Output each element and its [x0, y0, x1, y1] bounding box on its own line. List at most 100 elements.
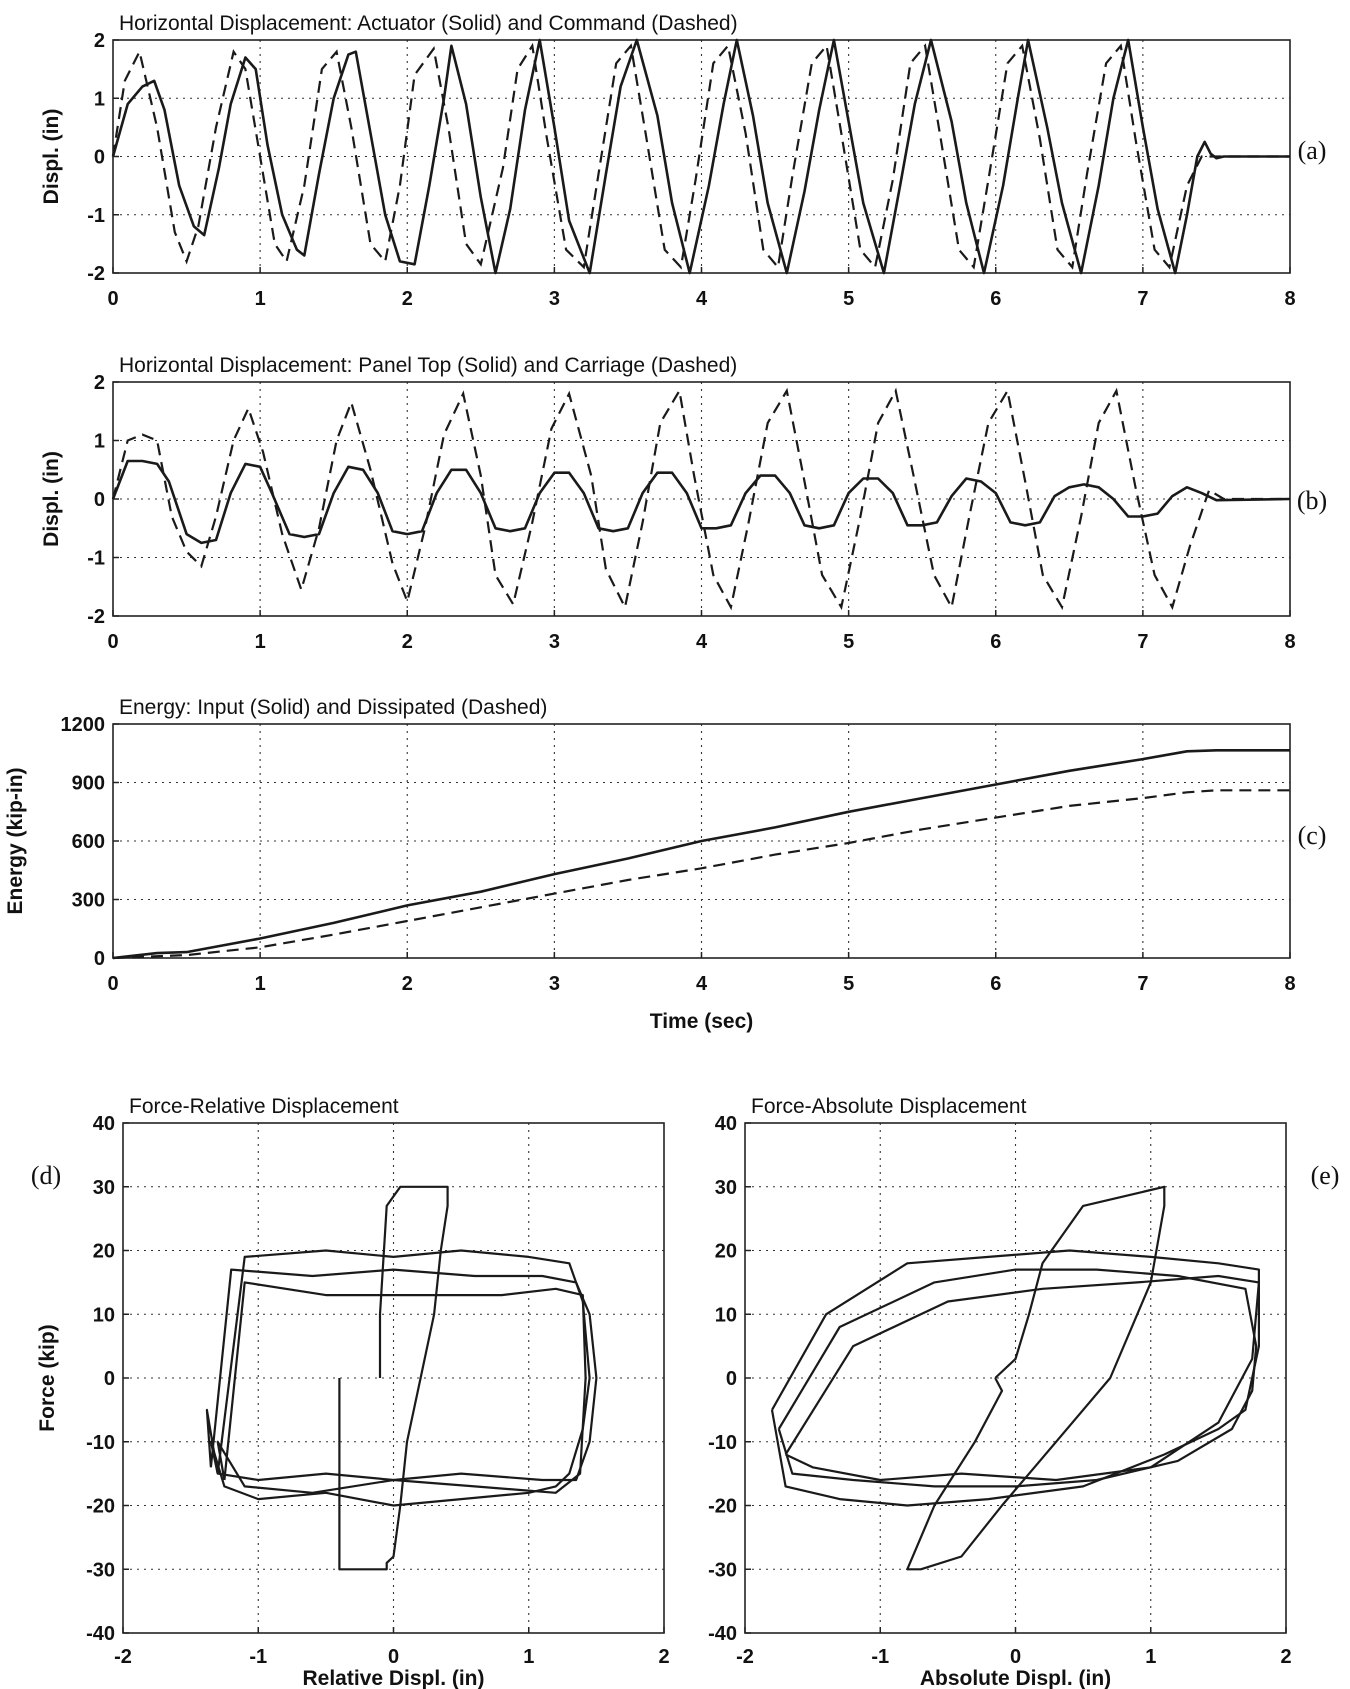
series-line-solid	[111, 38, 1290, 275]
x-tick-label: 2	[402, 973, 413, 995]
x-tick-label: -2	[736, 1646, 754, 1668]
y-axis-label: Force (kip)	[36, 1324, 59, 1431]
series-line-solid	[216, 1281, 587, 1494]
chart-title: Force-Relative Displacement	[129, 1095, 399, 1118]
y-tick-label: 600	[72, 831, 105, 853]
x-tick-label: 4	[696, 973, 708, 995]
chart-b	[111, 381, 1291, 617]
chart-e	[744, 1122, 1287, 1634]
y-tick-label: 0	[94, 948, 105, 970]
x-tick-label: 8	[1284, 288, 1295, 310]
y-tick-label: 30	[715, 1177, 737, 1199]
x-tick-label: 1	[255, 973, 266, 995]
x-tick-label: 1	[523, 1646, 534, 1668]
chart-title: Force-Absolute Displacement	[751, 1095, 1027, 1118]
chart-a	[111, 38, 1291, 275]
x-tick-label: 4	[696, 631, 708, 653]
series-line-solid	[784, 1274, 1261, 1482]
y-tick-label: -30	[86, 1559, 115, 1581]
x-tick-label: 8	[1284, 631, 1295, 653]
y-tick-label: 1	[94, 431, 105, 453]
x-tick-label: -1	[871, 1646, 889, 1668]
panel-label: (a)	[1298, 136, 1327, 165]
x-tick-label: 2	[402, 288, 413, 310]
chart-title: Horizontal Displacement: Panel Top (Soli…	[119, 354, 737, 377]
y-tick-label: -20	[86, 1496, 115, 1518]
x-tick-label: 1	[1145, 1646, 1156, 1668]
x-tick-label: 7	[1137, 631, 1148, 653]
y-tick-label: 10	[93, 1304, 115, 1326]
y-tick-label: -10	[708, 1432, 737, 1454]
x-tick-label: 4	[696, 288, 708, 310]
series-line-solid	[906, 1185, 1166, 1571]
x-tick-label: 3	[549, 631, 560, 653]
x-tick-label: 7	[1137, 973, 1148, 995]
y-tick-label: -40	[86, 1623, 115, 1645]
y-tick-label: -40	[708, 1623, 737, 1645]
y-tick-label: 0	[94, 147, 105, 169]
y-tick-label: 1200	[61, 714, 106, 736]
series-line-dashed	[112, 789, 1290, 960]
x-tick-label: -1	[249, 1646, 267, 1668]
x-tick-label: 7	[1137, 288, 1148, 310]
y-tick-label: -2	[87, 606, 105, 628]
x-tick-label: 6	[990, 631, 1001, 653]
y-tick-label: -1	[87, 205, 105, 227]
series-line-solid	[205, 1268, 598, 1482]
x-tick-label: 0	[107, 631, 118, 653]
x-tick-label: 5	[843, 631, 854, 653]
y-tick-label: 40	[93, 1113, 115, 1135]
x-tick-label: -2	[114, 1646, 132, 1668]
y-axis-label: Displ. (in)	[40, 109, 63, 205]
y-tick-label: 0	[726, 1368, 737, 1390]
y-tick-label: 300	[72, 890, 105, 912]
y-tick-label: -20	[708, 1496, 737, 1518]
chart-title: Energy: Input (Solid) and Dissipated (Da…	[119, 696, 547, 719]
series-line-solid	[209, 1249, 591, 1507]
y-axis-label: Displ. (in)	[40, 451, 63, 547]
x-tick-label: 6	[990, 288, 1001, 310]
y-tick-label: -10	[86, 1432, 115, 1454]
y-tick-label: 900	[72, 773, 105, 795]
chart-title: Horizontal Displacement: Actuator (Solid…	[119, 12, 738, 35]
x-tick-label: 5	[843, 973, 854, 995]
series-line-dashed	[111, 42, 1290, 270]
series-line-solid	[777, 1268, 1258, 1488]
x-tick-label: 1	[255, 288, 266, 310]
x-tick-label: 2	[1280, 1646, 1291, 1668]
y-tick-label: 2	[94, 372, 105, 394]
series-line-solid	[111, 459, 1291, 545]
x-tick-label: 0	[388, 1646, 399, 1668]
x-tick-label: 0	[107, 973, 118, 995]
x-tick-label: 1	[255, 631, 266, 653]
x-tick-label: 0	[1010, 1646, 1021, 1668]
chart-d	[122, 1122, 665, 1634]
x-tick-label: 3	[549, 288, 560, 310]
y-tick-label: 0	[104, 1368, 115, 1390]
series-line-dashed	[111, 387, 1290, 611]
y-tick-label: 20	[715, 1241, 737, 1263]
x-tick-label: 2	[658, 1646, 669, 1668]
x-tick-label: 3	[549, 973, 560, 995]
y-tick-label: 10	[715, 1304, 737, 1326]
x-tick-label: 2	[402, 631, 413, 653]
y-tick-label: -1	[87, 548, 105, 570]
x-tick-label: 0	[107, 288, 118, 310]
y-tick-label: -30	[708, 1559, 737, 1581]
y-tick-label: -2	[87, 263, 105, 285]
series-line-solid	[338, 1185, 449, 1571]
y-tick-label: 1	[94, 88, 105, 110]
chart-c	[112, 723, 1291, 960]
x-tick-label: 5	[843, 288, 854, 310]
y-axis-label: Energy (kip-in)	[4, 767, 27, 914]
y-tick-label: 40	[715, 1113, 737, 1135]
series-line-solid	[112, 748, 1290, 960]
panel-label: (b)	[1297, 486, 1327, 515]
x-axis-label: Time (sec)	[650, 1010, 754, 1033]
x-tick-label: 8	[1284, 973, 1295, 995]
y-tick-label: 30	[93, 1177, 115, 1199]
panel-label: (c)	[1298, 821, 1327, 850]
x-axis-label: Absolute Displ. (in)	[920, 1667, 1111, 1689]
x-tick-label: 6	[990, 973, 1001, 995]
